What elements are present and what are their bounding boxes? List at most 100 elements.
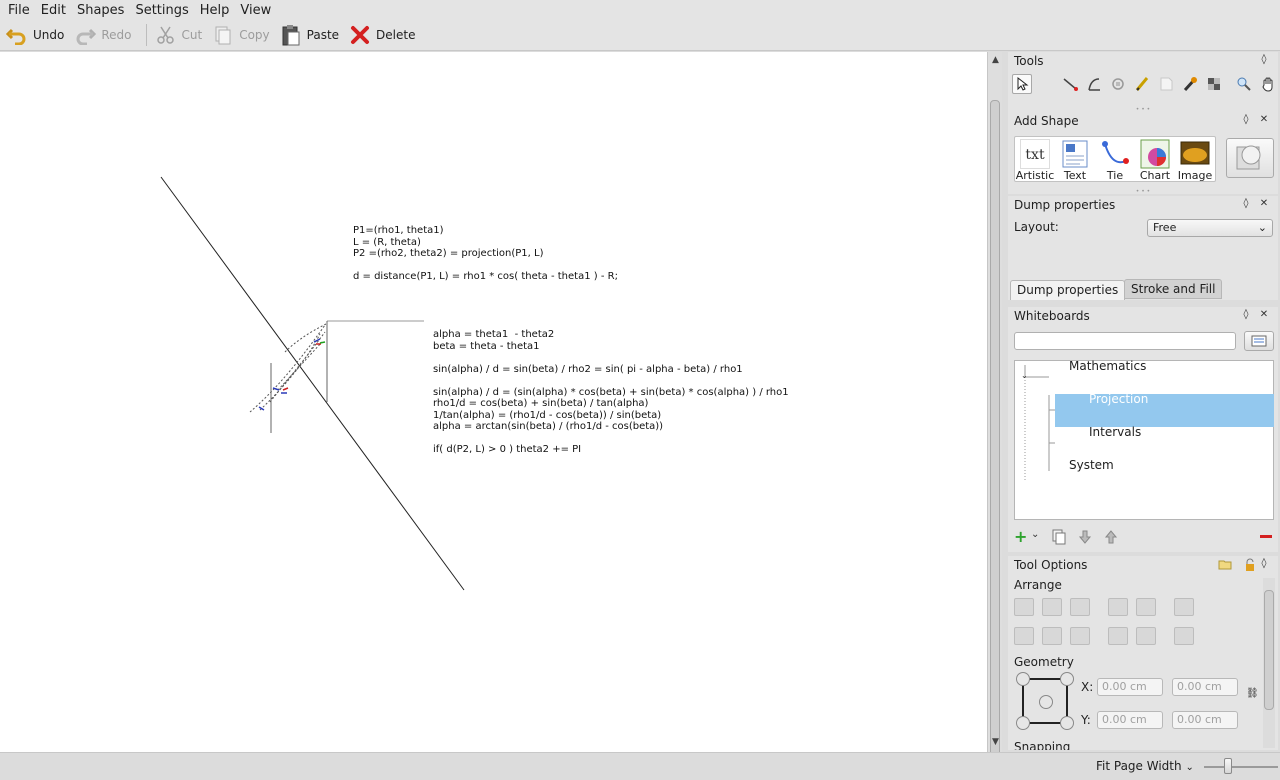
x-label: X: [1081,680,1094,694]
tool-options-scrollbar[interactable] [1263,578,1275,748]
tree-item-system[interactable]: System [1069,458,1114,472]
curve-icon[interactable] [1084,74,1104,94]
shape-collection-button[interactable] [1226,138,1274,178]
canvas-vertical-scrollbar[interactable]: ▲ ▼ [987,52,1002,770]
formula-block-1[interactable]: P1=(rho1, theta1) L = (R, theta) P2 =(rh… [353,225,618,282]
menu-settings[interactable]: Settings [135,2,189,18]
projection-line[interactable] [160,176,465,591]
group-icon[interactable] [1174,598,1194,616]
whiteboard-canvas[interactable]: P1=(rho1, theta1) L = (R, theta) P2 =(rh… [0,52,987,752]
menu-view[interactable]: View [240,2,272,18]
view-mode-button[interactable] [1244,331,1274,351]
scroll-up-arrow-icon[interactable]: ▲ [992,55,999,65]
bring-front-icon[interactable] [1108,627,1128,645]
paste-button[interactable]: Paste [278,22,347,48]
cut-button[interactable]: Cut [153,22,211,48]
add-whiteboard-icon[interactable]: + [1014,527,1028,546]
zoom-select[interactable]: Fit Page Width ⌄ [1096,759,1194,773]
menu-shapes[interactable]: Shapes [76,2,125,18]
x-position-field[interactable]: 0.00 cm [1097,678,1163,696]
float-icon[interactable]: ◊ [1243,114,1249,125]
align-top-icon[interactable] [1014,627,1034,645]
pattern-icon[interactable] [1204,74,1224,94]
tree-item-mathematics[interactable]: Mathematics [1069,359,1147,373]
anchor-top-left-icon[interactable] [1016,672,1030,686]
pen-icon[interactable] [1132,74,1152,94]
panel-grip[interactable]: • • • [1135,188,1151,195]
shape-tie[interactable]: Tie [1095,137,1135,182]
new-folder-icon[interactable] [1218,558,1232,573]
align-left-icon[interactable] [1014,598,1034,616]
tree-lines [1024,365,1055,481]
zoom-slider-handle[interactable] [1224,758,1232,774]
connector-icon[interactable] [1108,74,1128,94]
float-icon[interactable]: ◊ [1243,198,1249,209]
menu-edit[interactable]: Edit [40,2,66,18]
anchor-box[interactable] [1016,672,1074,730]
width-field[interactable]: 0.00 cm [1172,678,1238,696]
send-back-icon[interactable] [1136,627,1156,645]
tree-item-intervals[interactable]: Intervals [1089,425,1142,439]
expand-chevron-icon[interactable]: ⌄ [1021,371,1028,380]
tools-docker: Tools ◊ • • • [1008,52,1278,113]
layout-select[interactable]: Free ⌄ [1147,219,1273,237]
float-icon[interactable]: ◊ [1261,54,1267,65]
copy-button[interactable]: Copy [210,22,277,48]
pan-icon[interactable] [1258,74,1278,94]
add-menu-chevron-icon[interactable]: ⌄ [1031,529,1040,540]
scroll-down-arrow-icon[interactable]: ▼ [992,737,999,747]
scrollbar-thumb[interactable] [1264,590,1274,710]
scrollbar-thumb[interactable] [990,100,1000,770]
move-up-icon[interactable] [1104,529,1118,549]
float-icon[interactable]: ◊ [1261,558,1267,569]
align-bottom-icon[interactable] [1070,627,1090,645]
shape-artistic[interactable]: txt Artistic [1015,137,1055,182]
zoom-icon[interactable] [1234,74,1254,94]
undo-button[interactable]: Undo [4,22,72,48]
remove-whiteboard-icon[interactable] [1260,535,1272,538]
lower-icon[interactable] [1136,598,1156,616]
line-icon[interactable] [1060,74,1080,94]
align-middle-icon[interactable] [1042,627,1062,645]
note-icon[interactable] [1156,74,1176,94]
shape-chart[interactable]: Chart [1135,137,1175,182]
anchor-center-icon[interactable] [1039,695,1053,709]
height-field[interactable]: 0.00 cm [1172,711,1238,729]
tab-dump-properties[interactable]: Dump properties [1010,280,1126,300]
duplicate-icon[interactable] [1052,529,1066,549]
float-icon[interactable]: ◊ [1243,309,1249,320]
tab-stroke-and-fill[interactable]: Stroke and Fill [1124,279,1223,299]
y-position-field[interactable]: 0.00 cm [1097,711,1163,729]
anchor-bottom-right-icon[interactable] [1060,716,1074,730]
align-right-icon[interactable] [1070,598,1090,616]
delete-button[interactable]: Delete [347,22,423,48]
ungroup-icon[interactable] [1174,627,1194,645]
select-icon[interactable] [1012,74,1032,94]
close-icon[interactable]: ✕ [1259,114,1269,125]
menu-file[interactable]: File [8,2,30,18]
align-center-icon[interactable] [1042,598,1062,616]
close-icon[interactable]: ✕ [1259,309,1269,320]
menu-help[interactable]: Help [199,2,230,18]
raise-icon[interactable] [1108,598,1128,616]
shape-image[interactable]: Image [1175,137,1215,182]
anchor-bottom-left-icon[interactable] [1016,716,1030,730]
whiteboard-search-input[interactable] [1014,332,1236,350]
move-down-icon[interactable] [1078,529,1092,549]
tie-shape-icon [1100,139,1130,169]
anchor-top-right-icon[interactable] [1060,672,1074,686]
redo-button[interactable]: Redo [72,22,139,48]
lock-icon[interactable] [1244,558,1256,575]
shape-image-label: Image [1177,169,1213,182]
canvas-drawing [160,176,465,591]
tree-item-projection[interactable]: Projection [1089,392,1149,406]
shape-text[interactable]: Text [1055,137,1095,182]
formula-block-2[interactable]: alpha = theta1 - theta2 beta = theta - t… [433,329,789,455]
calligraphy-icon[interactable] [1180,74,1200,94]
zoom-slider[interactable] [1204,766,1278,768]
close-icon[interactable]: ✕ [1259,198,1269,209]
shapes-collection-icon [1236,145,1261,170]
aspect-lock-icon[interactable]: ⛓ [1246,688,1259,699]
whiteboard-actions: + ⌄ [1014,527,1274,549]
panel-grip[interactable]: • • • [1135,106,1151,113]
